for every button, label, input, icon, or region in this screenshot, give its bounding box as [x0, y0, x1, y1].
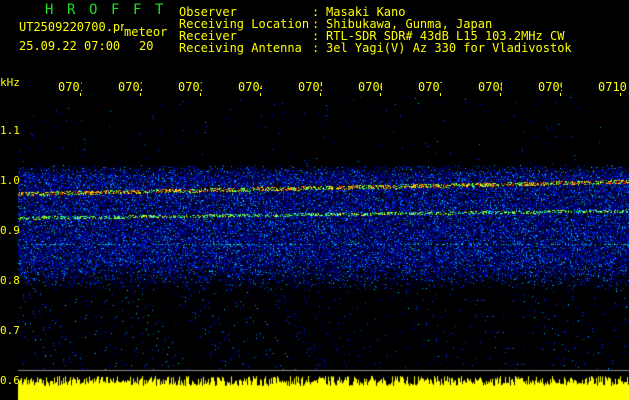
mode-label: meteor — [124, 25, 168, 39]
x-tick-label: 0701 — [58, 80, 82, 94]
antenna-value: 3el Yagi(V) Az 330 for Vladivostok — [326, 41, 572, 55]
x-tick-label: 0707 — [418, 80, 442, 94]
y-tick: 1.0 — [0, 174, 20, 187]
x-tick — [260, 93, 261, 96]
colon: : — [312, 41, 320, 55]
title-letter: F — [133, 2, 142, 18]
observer-label: Observer — [179, 5, 237, 19]
receiver-value: RTL-SDR SDR# 43dB L15 103.2MHz CW — [326, 29, 565, 43]
y-tick: 1.1 — [0, 124, 20, 137]
location-value: Shibukawa, Gunma, Japan — [326, 17, 493, 31]
receiver-label: Receiver — [179, 29, 237, 43]
x-tick-label: 0704 — [238, 80, 262, 94]
x-tick-label: 0708 — [478, 80, 502, 94]
x-tick-label: 0703 — [178, 80, 202, 94]
x-tick-label: 0702 — [118, 80, 142, 94]
y-tick: 0.6 — [0, 374, 20, 387]
antenna-label: Receiving Antenna — [179, 41, 302, 55]
x-tick — [620, 93, 621, 96]
x-tick — [80, 93, 81, 96]
x-tick — [380, 93, 381, 96]
y-tick: 0.7 — [0, 324, 20, 337]
x-tick — [560, 93, 561, 96]
y-tick: 0.8 — [0, 274, 20, 287]
location-label: Receiving Location — [179, 17, 310, 31]
colon: : — [312, 29, 320, 43]
title-letter: T — [155, 2, 164, 18]
x-tick — [440, 93, 441, 96]
x-tick — [140, 93, 141, 96]
title-letter: R — [67, 2, 76, 18]
x-tick — [500, 93, 501, 96]
observer-value: Masaki Kano — [326, 5, 406, 19]
datetime: 25.09.22 07:00 — [19, 39, 121, 53]
filename: UT2509220700.png — [19, 21, 124, 33]
x-tick-label: 0709 — [538, 80, 562, 94]
x-tick — [200, 93, 201, 96]
title-letter: H — [45, 2, 54, 18]
x-tick-label: 0710 — [598, 80, 627, 94]
x-tick-label: 0706 — [358, 80, 382, 94]
y-tick: 0.9 — [0, 224, 20, 237]
colon: : — [312, 5, 320, 19]
x-tick-label: 0705 — [298, 80, 322, 94]
colon: : — [312, 17, 320, 31]
title-letter: O — [89, 2, 98, 18]
x-tick — [320, 93, 321, 96]
y-unit: kHz — [0, 76, 20, 89]
mode-value: 20 — [139, 39, 154, 53]
title-letter: F — [111, 2, 120, 18]
